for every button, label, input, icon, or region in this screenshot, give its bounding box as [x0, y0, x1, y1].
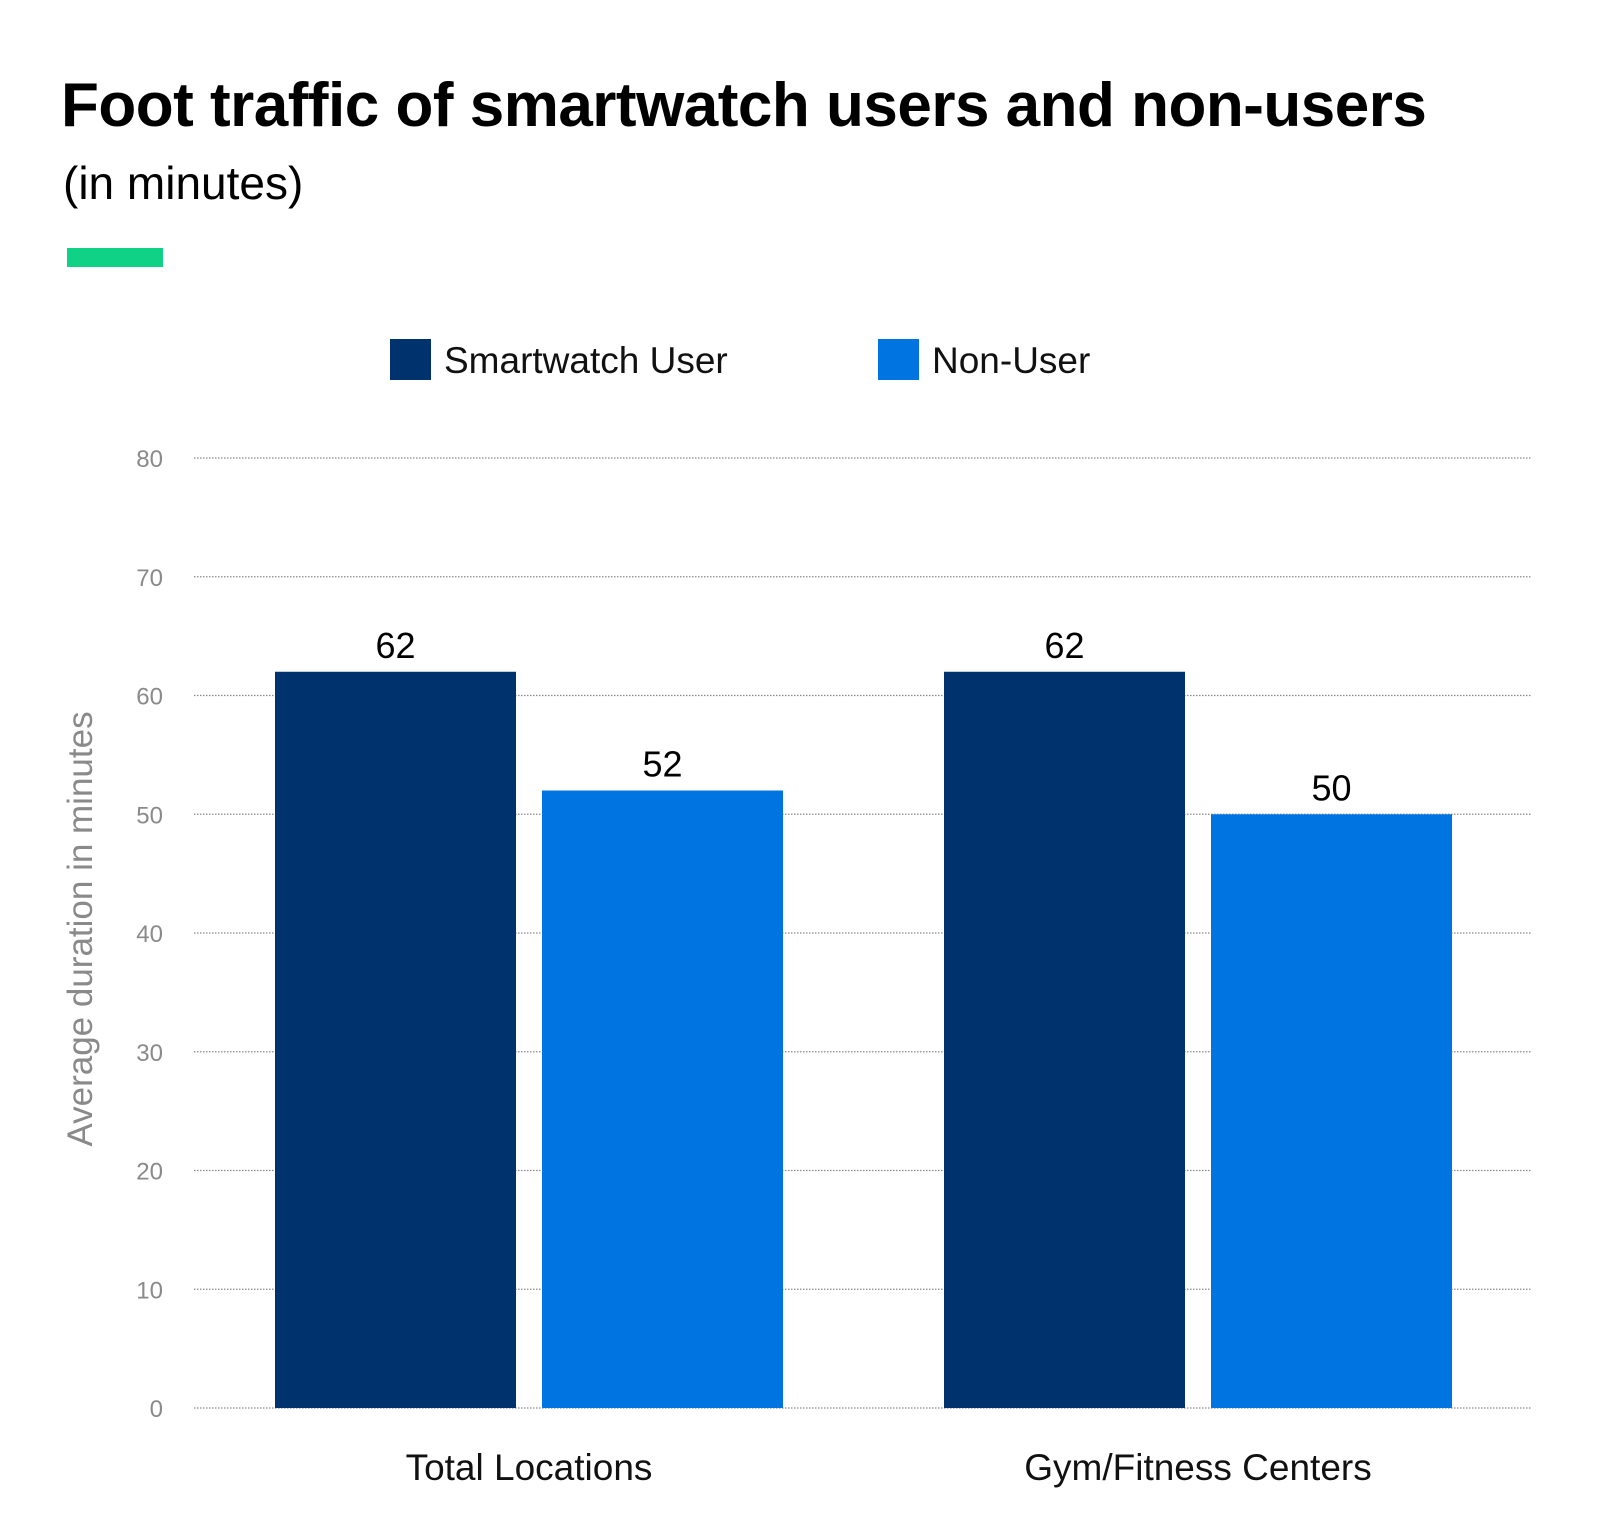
y-tick-label: 50: [136, 802, 163, 829]
accent-bar: [67, 248, 163, 267]
bars: 62 52 62 50: [275, 625, 1452, 1408]
y-tick-label: 10: [136, 1277, 163, 1304]
x-tick-label: Gym/Fitness Centers: [1024, 1447, 1371, 1488]
legend-label: Smartwatch User: [444, 340, 728, 381]
x-axis-ticks: Total Locations Gym/Fitness Centers: [406, 1447, 1372, 1488]
bar: [542, 790, 783, 1408]
data-label: 62: [1044, 625, 1084, 666]
chart-title: Foot traffic of smartwatch users and non…: [61, 71, 1427, 140]
data-label: 50: [1311, 767, 1351, 808]
legend-swatch: [390, 339, 431, 380]
y-tick-label: 80: [136, 446, 163, 473]
data-label: 62: [375, 625, 415, 666]
y-tick-label: 40: [136, 921, 163, 948]
y-tick-label: 70: [136, 565, 163, 592]
y-axis-ticks: 0 10 20 30 40 50 60 70 80: [136, 446, 163, 1423]
y-tick-label: 60: [136, 684, 163, 711]
y-tick-label: 0: [150, 1396, 163, 1423]
x-tick-label: Total Locations: [406, 1447, 653, 1488]
legend-swatch: [878, 339, 919, 380]
data-label: 52: [642, 744, 682, 785]
legend: Smartwatch User Non-User: [390, 339, 1090, 381]
y-tick-label: 30: [136, 1040, 163, 1067]
bar: [275, 671, 516, 1408]
bar: [944, 671, 1185, 1408]
legend-label: Non-User: [932, 340, 1090, 381]
y-axis-label: Average duration in minutes: [61, 711, 100, 1146]
chart-subtitle: (in minutes): [63, 157, 304, 209]
bar: [1211, 814, 1452, 1408]
y-tick-label: 20: [136, 1159, 163, 1186]
